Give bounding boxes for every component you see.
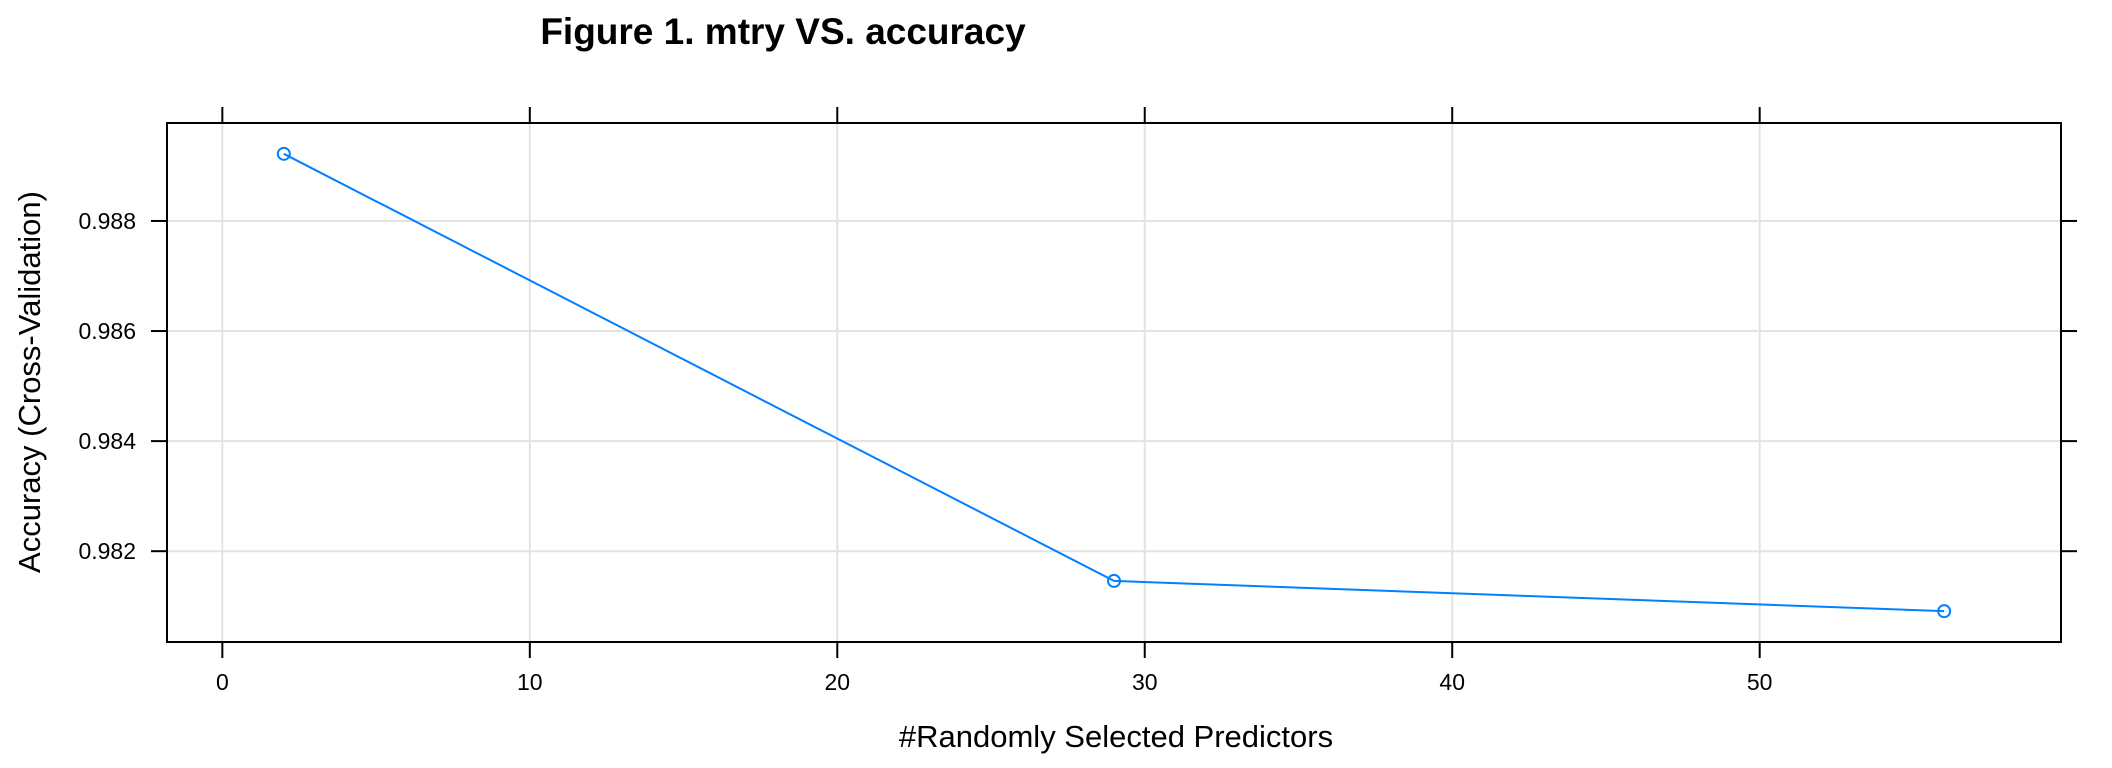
series-line [283, 152, 1945, 613]
y-tick-label: 0.984 [78, 428, 136, 454]
x-tick-label: 30 [1132, 669, 1158, 695]
plot-frame [166, 122, 2062, 643]
y-tick-label: 0.988 [78, 208, 136, 234]
y-tick-label: 0.982 [78, 538, 136, 564]
x-tick-label: 50 [1747, 669, 1773, 695]
chart-title: Figure 1. mtry VS. accuracy [540, 11, 1026, 52]
x-tick-label: 20 [824, 669, 850, 695]
x-tick-labels: 0 10 20 30 40 50 [216, 669, 1773, 695]
y-tick-labels: 0.982 0.984 0.986 0.988 [78, 208, 136, 564]
data-point [1937, 604, 1952, 619]
axis-ticks [151, 107, 2077, 658]
x-axis-label: #Randomly Selected Predictors [899, 719, 1333, 754]
x-tick-label: 0 [216, 669, 229, 695]
y-tick-label: 0.986 [78, 318, 136, 344]
data-point [1107, 573, 1121, 588]
y-axis-label: Accuracy (Cross-Validation) [12, 191, 47, 573]
x-tick-label: 40 [1439, 669, 1465, 695]
data-point [276, 146, 291, 161]
x-tick-label: 10 [517, 669, 543, 695]
series-layer [276, 146, 1952, 619]
grid-lines [167, 123, 2061, 642]
